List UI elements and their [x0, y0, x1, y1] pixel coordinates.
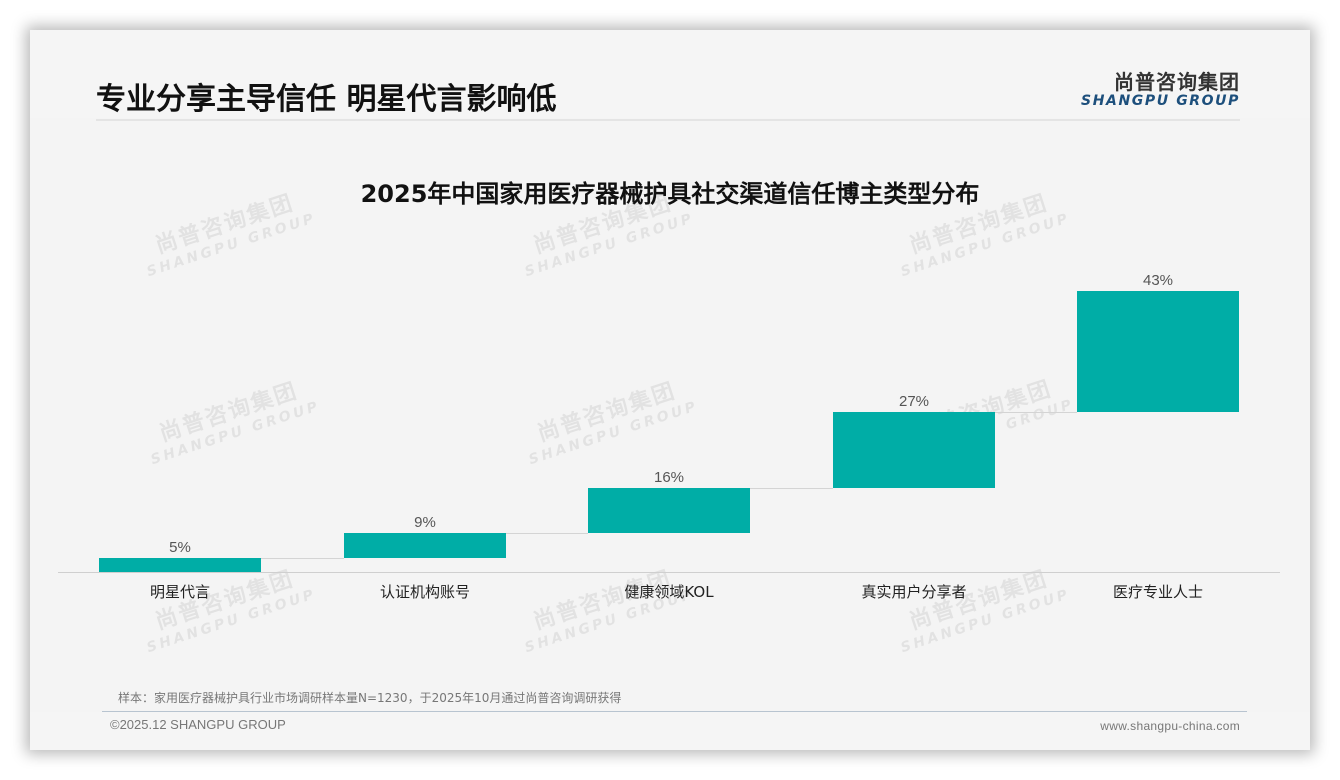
connector-line	[995, 412, 1077, 413]
copyright-text: ©2025.12 SHANGPU GROUP	[110, 717, 286, 732]
category-label: 明星代言	[149, 583, 210, 601]
header-band	[30, 30, 1310, 118]
website-link[interactable]: www.shangpu-china.com	[1100, 719, 1240, 733]
category-label: 健康领域KOL	[624, 583, 714, 601]
connector-line	[506, 533, 588, 534]
logo-en-text: SHANGPU GROUP	[1081, 93, 1240, 109]
page-title: 专业分享主导信任 明星代言影响低	[96, 82, 557, 117]
bar-value-label: 27%	[898, 392, 930, 410]
bar-value-label: 16%	[653, 468, 685, 486]
chart-title: 2025年中国家用医疗器械护具社交渠道信任博主类型分布	[360, 180, 980, 208]
bar-value-label: 9%	[414, 513, 436, 531]
bar	[588, 487, 750, 533]
category-label: 真实用户分享者	[861, 583, 967, 601]
connector-line	[261, 558, 344, 559]
slide: 专业分享主导信任 明星代言影响低 尚普咨询集团 SHANGPU GROUP 尚普…	[30, 30, 1310, 750]
company-logo: 尚普咨询集团 SHANGPU GROUP	[1081, 66, 1240, 109]
category-label: 认证机构账号	[379, 583, 470, 601]
bar	[833, 411, 995, 488]
title-divider	[96, 119, 1240, 121]
logo-cn-text: 尚普咨询集团	[1114, 70, 1240, 94]
category-label: 医疗专业人士	[1112, 583, 1203, 601]
x-axis-line	[58, 572, 1280, 573]
bar	[1077, 291, 1239, 412]
footer-divider	[102, 711, 1247, 712]
bar	[344, 532, 506, 558]
bar-value-label: 43%	[1142, 272, 1174, 289]
bar	[99, 557, 261, 572]
connector-line	[750, 488, 833, 489]
bar-value-label: 5%	[169, 538, 191, 556]
footer-band	[30, 712, 1310, 750]
source-note: 样本：家用医疗器械护具行业市场调研样本量N=1230，于2025年10月通过尚普…	[118, 691, 622, 705]
